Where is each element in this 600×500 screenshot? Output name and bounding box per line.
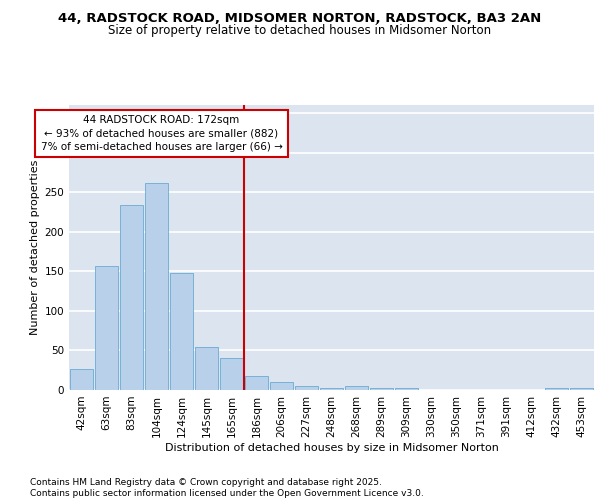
Text: 44, RADSTOCK ROAD, MIDSOMER NORTON, RADSTOCK, BA3 2AN: 44, RADSTOCK ROAD, MIDSOMER NORTON, RADS… — [58, 12, 542, 26]
Bar — [170, 273, 193, 390]
Bar — [70, 368, 94, 390]
Bar — [320, 388, 343, 390]
Bar — [245, 376, 268, 390]
Text: 44 RADSTOCK ROAD: 172sqm
← 93% of detached houses are smaller (882)
7% of semi-d: 44 RADSTOCK ROAD: 172sqm ← 93% of detach… — [41, 116, 283, 152]
Bar — [295, 386, 319, 390]
Bar — [95, 266, 118, 390]
Bar — [194, 347, 218, 390]
Bar — [344, 386, 368, 390]
Bar — [569, 388, 593, 390]
Bar — [545, 388, 568, 390]
Bar — [145, 184, 169, 390]
Bar — [269, 382, 293, 390]
X-axis label: Distribution of detached houses by size in Midsomer Norton: Distribution of detached houses by size … — [164, 442, 499, 452]
Bar — [119, 205, 143, 390]
Bar — [220, 358, 244, 390]
Y-axis label: Number of detached properties: Number of detached properties — [30, 160, 40, 335]
Text: Contains HM Land Registry data © Crown copyright and database right 2025.
Contai: Contains HM Land Registry data © Crown c… — [30, 478, 424, 498]
Text: Size of property relative to detached houses in Midsomer Norton: Size of property relative to detached ho… — [109, 24, 491, 37]
Bar — [370, 388, 394, 390]
Bar — [395, 388, 418, 390]
